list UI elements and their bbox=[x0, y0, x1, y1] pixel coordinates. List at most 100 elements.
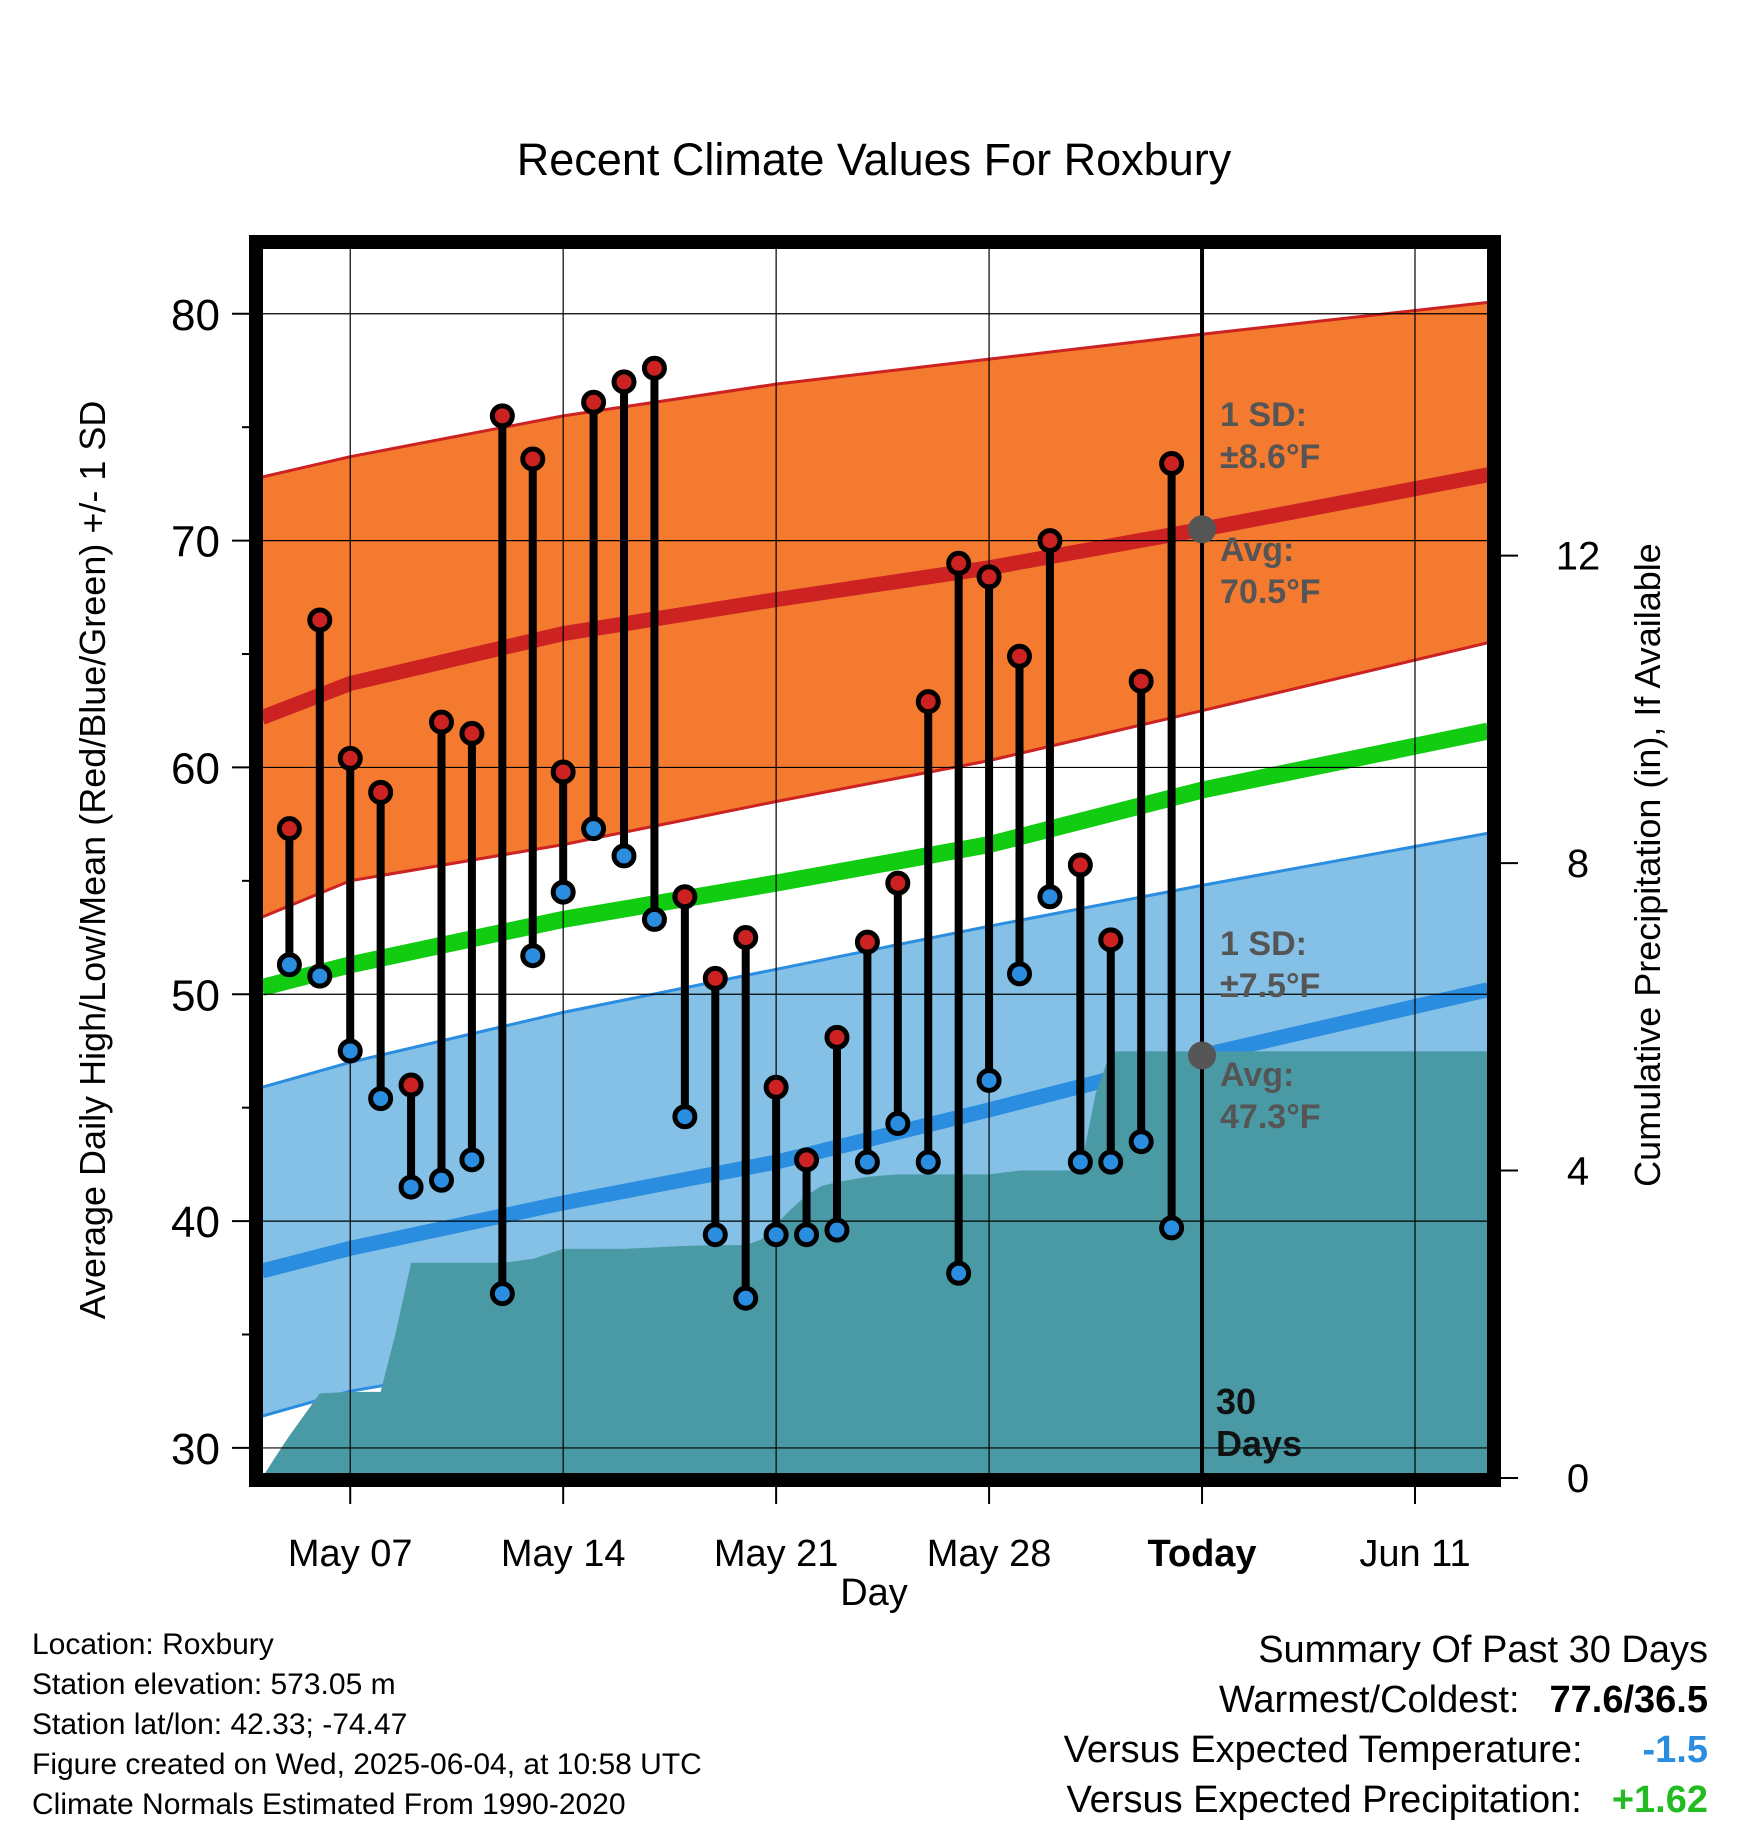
low-point bbox=[672, 1104, 698, 1130]
high-point bbox=[337, 745, 363, 771]
high-point bbox=[885, 870, 911, 896]
y-tick-label: 40 bbox=[171, 1198, 220, 1247]
x-tick-label: May 28 bbox=[927, 1533, 1052, 1575]
y-tick-label: 80 bbox=[171, 291, 220, 340]
low-point bbox=[581, 816, 607, 842]
precip-label: Versus Expected Precipitation: bbox=[1066, 1779, 1582, 1821]
high-sd-value: ±8.6°F bbox=[1220, 438, 1320, 476]
high-point bbox=[1037, 528, 1063, 554]
high-point bbox=[763, 1074, 789, 1100]
high-point bbox=[1098, 927, 1124, 953]
normals-text: Climate Normals Estimated From 1990-2020 bbox=[32, 1788, 626, 1821]
low-avg-value: 47.3°F bbox=[1220, 1098, 1321, 1136]
high-point bbox=[824, 1024, 850, 1050]
high-point bbox=[641, 355, 667, 381]
latlon-text: Station lat/lon: 42.33; -74.47 bbox=[32, 1708, 408, 1741]
high-point bbox=[307, 607, 333, 633]
summary-precip-row: Versus Expected Precipitation: +1.62 bbox=[1064, 1775, 1708, 1825]
high-point bbox=[459, 720, 485, 746]
high-point bbox=[672, 884, 698, 910]
days-label-number: 30 bbox=[1216, 1381, 1256, 1422]
summary-temp-row: Versus Expected Temperature: -1.5 bbox=[1064, 1725, 1708, 1775]
x-tick-label: May 21 bbox=[714, 1533, 839, 1575]
low-point bbox=[520, 943, 546, 969]
y-tick-label: 30 bbox=[171, 1425, 220, 1474]
summary-warmest-row: Warmest/Coldest: 77.6/36.5 bbox=[1064, 1675, 1708, 1725]
high-point bbox=[276, 816, 302, 842]
x-axis-label: Day bbox=[840, 1572, 908, 1614]
low-point bbox=[428, 1167, 454, 1193]
high-point bbox=[702, 965, 728, 991]
summary-panel: Summary Of Past 30 Days Warmest/Coldest:… bbox=[1064, 1625, 1708, 1825]
low-point bbox=[824, 1217, 850, 1243]
low-avg-label: Avg: bbox=[1220, 1056, 1294, 1094]
x-tick-label: Today bbox=[1147, 1533, 1256, 1575]
low-point bbox=[337, 1038, 363, 1064]
y2-tick-label: 0 bbox=[1567, 1457, 1589, 1501]
low-point bbox=[1037, 884, 1063, 910]
y-tick-label: 70 bbox=[171, 518, 220, 567]
plot-area bbox=[262, 300, 1488, 1474]
low-point bbox=[885, 1111, 911, 1137]
high-point bbox=[794, 1147, 820, 1173]
chart-title: Recent Climate Values For Roxbury bbox=[517, 134, 1232, 185]
low-point bbox=[459, 1147, 485, 1173]
temp-label: Versus Expected Temperature: bbox=[1063, 1729, 1583, 1771]
low-point bbox=[946, 1260, 972, 1286]
high-point bbox=[1159, 450, 1185, 476]
y-tick-label: 50 bbox=[171, 971, 220, 1020]
station-info: Location: Roxbury Station elevation: 573… bbox=[32, 1625, 702, 1825]
y2-tick-label: 4 bbox=[1567, 1150, 1589, 1194]
high-point bbox=[581, 389, 607, 415]
created-text: Figure created on Wed, 2025-06-04, at 10… bbox=[32, 1748, 702, 1781]
precip-value: +1.62 bbox=[1611, 1779, 1708, 1821]
low-point bbox=[733, 1285, 759, 1311]
high-point bbox=[946, 550, 972, 576]
low-point bbox=[641, 906, 667, 932]
high-point bbox=[1067, 852, 1093, 878]
low-point bbox=[398, 1174, 424, 1200]
warmest-label: Warmest/Coldest: bbox=[1218, 1679, 1520, 1721]
y2-tick-label: 8 bbox=[1567, 842, 1589, 886]
high-avg-value: 70.5°F bbox=[1220, 573, 1321, 611]
high-point bbox=[398, 1072, 424, 1098]
low-point bbox=[307, 963, 333, 989]
low-point bbox=[794, 1222, 820, 1248]
y2-tick-label: 12 bbox=[1556, 535, 1601, 579]
high-point bbox=[368, 779, 394, 805]
temp-value: -1.5 bbox=[1642, 1729, 1708, 1771]
low-point bbox=[763, 1222, 789, 1248]
summary-heading: Summary Of Past 30 Days bbox=[1258, 1629, 1708, 1671]
low-point bbox=[276, 952, 302, 978]
precip-area bbox=[264, 1051, 1488, 1474]
days-label-text: Days bbox=[1216, 1423, 1302, 1464]
x-tick-label: May 07 bbox=[288, 1533, 413, 1575]
low-point bbox=[1007, 961, 1033, 987]
low-point bbox=[1067, 1149, 1093, 1175]
high-point bbox=[854, 929, 880, 955]
low-point bbox=[550, 879, 576, 905]
low-avg-today-marker bbox=[1188, 1041, 1217, 1070]
high-point bbox=[733, 925, 759, 951]
low-point bbox=[368, 1086, 394, 1112]
location-text: Location: Roxbury bbox=[32, 1628, 274, 1661]
high-point bbox=[1128, 668, 1154, 694]
frame-border bbox=[249, 235, 1501, 1487]
low-point bbox=[976, 1067, 1002, 1093]
high-point bbox=[428, 709, 454, 735]
high-point bbox=[976, 564, 1002, 590]
low-sd-label: 1 SD: bbox=[1220, 925, 1307, 963]
y-axis-label: Average Daily High/Low/Mean (Red/Blue/Gr… bbox=[72, 401, 113, 1320]
high-point bbox=[1007, 643, 1033, 669]
high-point bbox=[489, 403, 515, 429]
low-point bbox=[489, 1281, 515, 1307]
high-avg-today-marker bbox=[1188, 515, 1217, 544]
y-tick-label: 60 bbox=[171, 744, 220, 793]
axes: 30 40 50 60 70 80 0 4 8 12 May 07 May 14 May 21 May 2… bbox=[171, 291, 1600, 1575]
y2-axis-label: Cumulative Precipitation (in), If Availa… bbox=[1627, 543, 1668, 1187]
low-point bbox=[611, 843, 637, 869]
x-tick-label: Jun 11 bbox=[1359, 1533, 1470, 1575]
low-point bbox=[702, 1222, 728, 1248]
high-point bbox=[550, 759, 576, 785]
elevation-text: Station elevation: 573.05 m bbox=[32, 1668, 396, 1701]
